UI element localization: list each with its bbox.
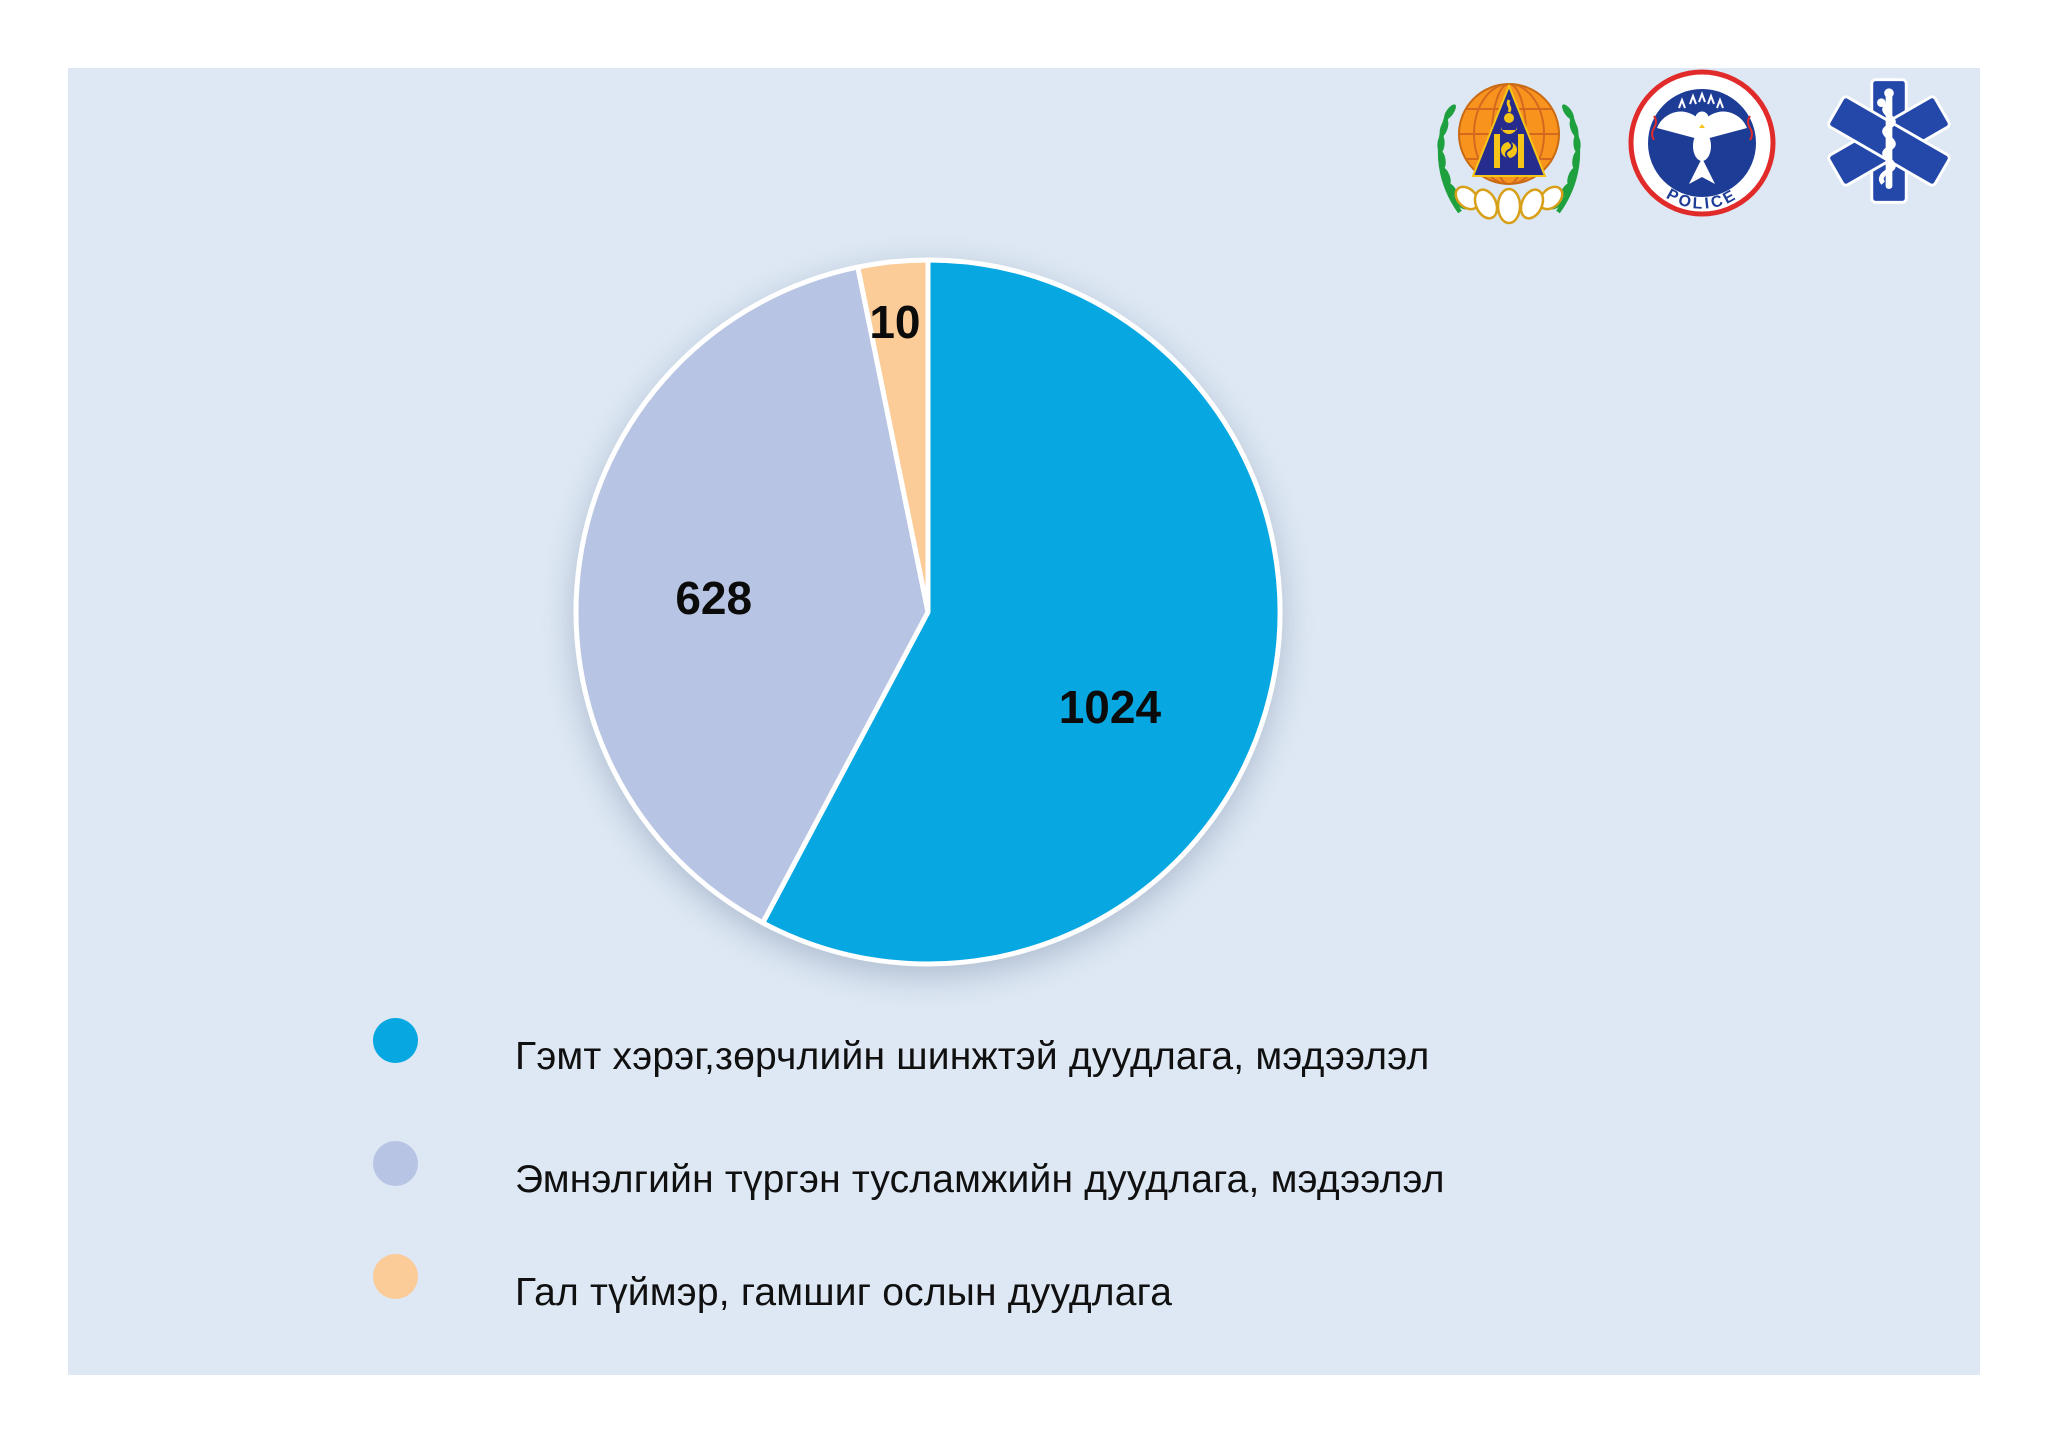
- police-logo-icon: POLICE: [1628, 69, 1776, 217]
- pie-slice: [760, 257, 1283, 967]
- top-arrows: [1678, 91, 1724, 109]
- emergency-management-logo-icon: [1424, 83, 1594, 225]
- pie-value-label: 628: [675, 572, 752, 624]
- pie-value-label: 10: [869, 296, 920, 348]
- soyombo-symbol: [1494, 99, 1524, 168]
- pie-slice: [855, 257, 931, 615]
- falcon-beak: [1699, 124, 1705, 128]
- side-scripts: [1651, 115, 1753, 141]
- star-of-life-logo-icon: [1827, 78, 1951, 204]
- falcon: [1657, 111, 1747, 184]
- pie-chart: 1024 628 10: [573, 257, 1283, 967]
- pie-value-label: 1024: [1059, 681, 1162, 733]
- pie-slice: [573, 264, 931, 926]
- rod-of-asclepius: [1877, 88, 1896, 189]
- lotus: [1454, 185, 1564, 225]
